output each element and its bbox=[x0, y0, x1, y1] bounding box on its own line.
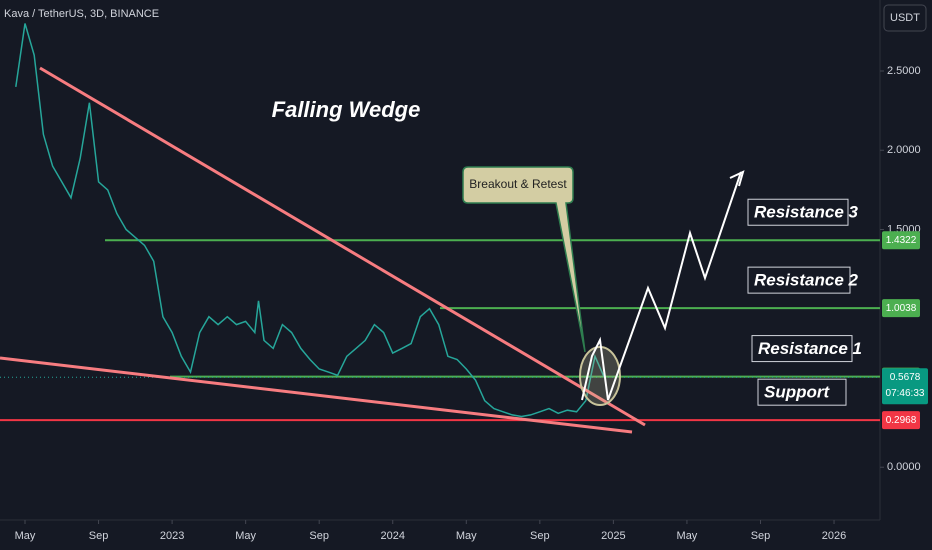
y-tick-label: 2.5000 bbox=[887, 65, 921, 77]
x-tick-label: Sep bbox=[89, 530, 109, 542]
x-tick-label: Sep bbox=[309, 530, 329, 542]
callout bbox=[462, 166, 586, 353]
level-label-box bbox=[751, 335, 853, 363]
x-tick-label: May bbox=[677, 530, 698, 542]
x-tick-label: May bbox=[235, 530, 256, 542]
level-price-box bbox=[882, 231, 920, 250]
pattern-label: Falling Wedge bbox=[272, 97, 421, 122]
projection-arrowhead bbox=[729, 170, 745, 187]
plot bbox=[0, 23, 880, 422]
x-tick-label: May bbox=[456, 530, 477, 542]
wedge-upper bbox=[39, 66, 646, 427]
x-tick-label: Sep bbox=[751, 530, 771, 542]
level-label-box bbox=[747, 198, 849, 226]
level-price-box bbox=[882, 299, 920, 318]
level-price-box bbox=[882, 411, 920, 430]
level-label: Support bbox=[764, 383, 830, 402]
last-price: 0.5678 bbox=[890, 372, 921, 383]
x-tick-label: Sep bbox=[530, 530, 550, 542]
last-price-box bbox=[882, 368, 928, 405]
currency-box bbox=[883, 4, 927, 32]
currency: USDT bbox=[890, 12, 920, 24]
wedge bbox=[0, 66, 646, 434]
level-label: Resistance 1 bbox=[758, 339, 862, 358]
chart-title: Kava / TetherUS, 3D, BINANCE bbox=[4, 8, 159, 20]
wedge-lower bbox=[0, 356, 633, 434]
x-tick-label: 2024 bbox=[381, 530, 405, 542]
level-price: 1.0038 bbox=[886, 303, 917, 314]
x-tick-label: May bbox=[15, 530, 36, 542]
breakout-circle bbox=[579, 346, 621, 406]
x-tick-label: 2026 bbox=[822, 530, 846, 542]
y-tick-label: 0.0000 bbox=[887, 461, 921, 473]
level-price: 1.4322 bbox=[886, 235, 917, 246]
y-tick-label: 2.0000 bbox=[887, 144, 921, 156]
level-label-box bbox=[747, 266, 851, 294]
countdown: 07:46:33 bbox=[886, 388, 925, 399]
level-price: 0.2968 bbox=[886, 415, 917, 426]
callout-text: Breakout & Retest bbox=[469, 177, 567, 191]
x-tick-label: 2025 bbox=[601, 530, 625, 542]
price-line bbox=[15, 23, 605, 418]
level-label: Resistance 3 bbox=[754, 203, 858, 222]
level-label: Resistance 2 bbox=[754, 271, 858, 290]
x-tick-label: 2023 bbox=[160, 530, 184, 542]
level-label-box bbox=[757, 378, 847, 406]
projection-path bbox=[581, 171, 742, 401]
